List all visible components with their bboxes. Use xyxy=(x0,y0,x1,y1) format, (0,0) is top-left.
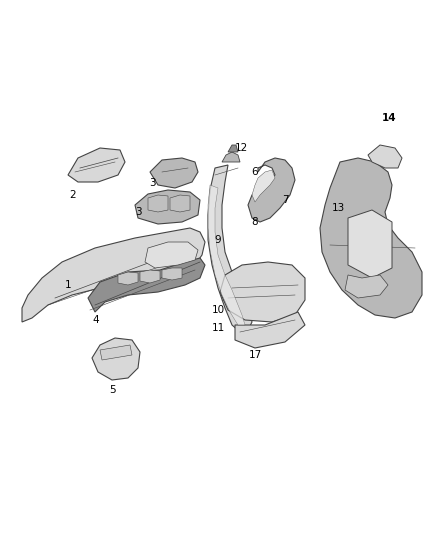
Text: 9: 9 xyxy=(215,235,221,245)
Polygon shape xyxy=(22,228,205,322)
Text: 5: 5 xyxy=(110,385,117,395)
Text: 11: 11 xyxy=(212,323,225,333)
Polygon shape xyxy=(88,258,205,312)
Polygon shape xyxy=(140,270,160,283)
Text: 8: 8 xyxy=(252,217,258,227)
Polygon shape xyxy=(118,272,138,285)
Polygon shape xyxy=(148,195,168,212)
Text: 4: 4 xyxy=(93,315,99,325)
Polygon shape xyxy=(208,185,245,325)
Polygon shape xyxy=(208,165,252,332)
Polygon shape xyxy=(145,242,198,268)
Text: 14: 14 xyxy=(381,113,396,123)
Text: 17: 17 xyxy=(248,350,261,360)
Text: 6: 6 xyxy=(252,167,258,177)
Polygon shape xyxy=(162,268,182,280)
Polygon shape xyxy=(368,145,402,168)
Text: 2: 2 xyxy=(70,190,76,200)
Text: 1: 1 xyxy=(65,280,71,290)
Polygon shape xyxy=(320,158,422,318)
Polygon shape xyxy=(235,312,305,348)
Text: 10: 10 xyxy=(212,305,225,315)
Polygon shape xyxy=(222,152,240,162)
Text: 7: 7 xyxy=(282,195,288,205)
Text: 3: 3 xyxy=(135,207,141,217)
Polygon shape xyxy=(150,158,198,188)
Text: 12: 12 xyxy=(234,143,247,153)
Polygon shape xyxy=(248,158,295,222)
Text: 13: 13 xyxy=(332,203,345,213)
Polygon shape xyxy=(345,275,388,298)
Polygon shape xyxy=(68,148,125,182)
Polygon shape xyxy=(220,262,305,322)
Text: 3: 3 xyxy=(148,178,155,188)
Polygon shape xyxy=(135,190,200,224)
Polygon shape xyxy=(92,338,140,380)
Polygon shape xyxy=(100,345,132,360)
Polygon shape xyxy=(348,210,392,278)
Polygon shape xyxy=(170,195,190,212)
Polygon shape xyxy=(252,170,275,202)
Polygon shape xyxy=(228,145,238,152)
